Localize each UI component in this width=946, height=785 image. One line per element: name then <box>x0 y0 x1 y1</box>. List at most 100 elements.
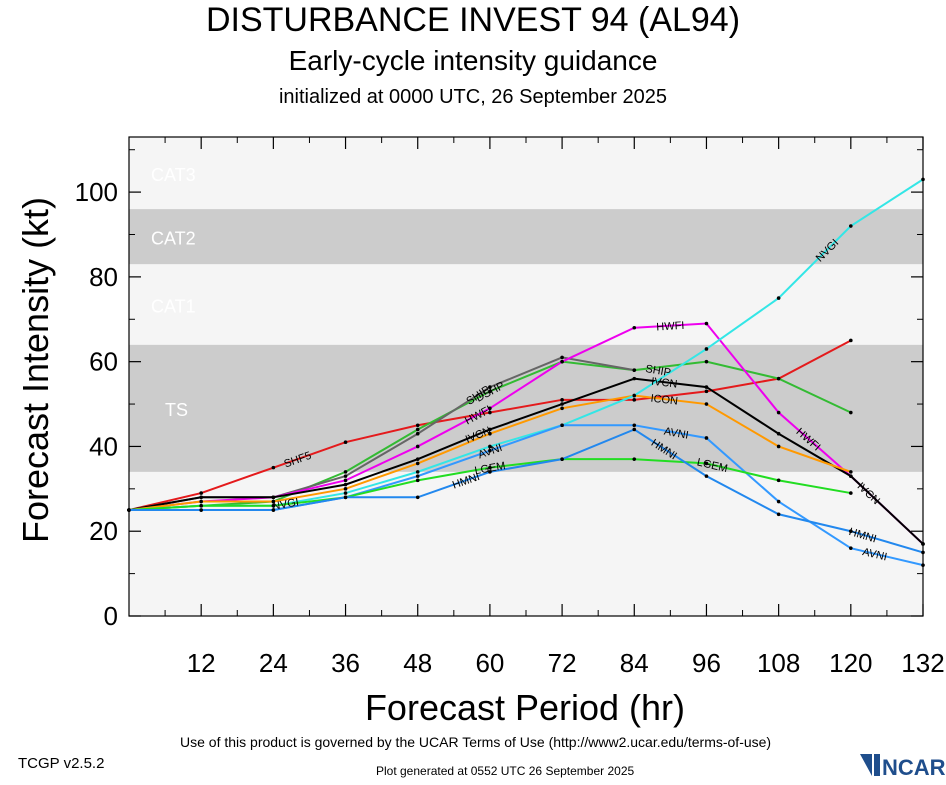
series-point-lgem <box>704 461 709 466</box>
series-point-avni <box>488 448 492 453</box>
x-tick-label: 108 <box>757 648 800 678</box>
series-point-ivcn <box>849 474 853 478</box>
series-point-ship <box>632 368 637 372</box>
series-point-shf5 <box>849 338 853 343</box>
series-point-ivcn <box>488 427 492 432</box>
series-label-ivcn: IVCN <box>650 376 678 391</box>
band-cat3 <box>129 137 923 210</box>
series-point-lgem <box>415 478 420 483</box>
x-tick-label: 60 <box>475 648 504 678</box>
x-tick-label: 84 <box>620 648 649 678</box>
series-point-shf5 <box>632 398 637 402</box>
series-point-lgem <box>199 503 203 508</box>
x-tick-label: 96 <box>692 648 721 678</box>
series-point-avni <box>849 546 853 550</box>
series-point-ivcn <box>415 457 420 461</box>
y-tick-label: 40 <box>89 431 118 461</box>
series-point-dshp <box>343 470 348 474</box>
series-line-ivcn <box>128 377 924 545</box>
terms-of-use: Use of this product is governed by the U… <box>180 734 772 750</box>
y-tick-label: 60 <box>89 347 118 377</box>
series-point-hwfi <box>560 359 564 364</box>
series-label-icon: ICON <box>650 393 679 408</box>
series-point-nvgi <box>632 393 637 398</box>
ncar-logo-text: NCAR <box>882 755 946 780</box>
chart-title: DISTURBANCE INVEST 94 (AL94) <box>205 1 741 39</box>
series-point-nvgi <box>415 470 420 474</box>
series-point-ivcn <box>921 542 925 546</box>
series-point-avni <box>704 436 709 440</box>
series-point-nvgi <box>488 444 492 449</box>
y-tick-label: 0 <box>104 601 118 631</box>
series-point-shf5 <box>415 423 420 428</box>
series-point-lgem <box>849 491 853 495</box>
band-label-cat1: CAT1 <box>151 296 196 316</box>
series-point-ivcn <box>704 385 709 389</box>
generated-time: Plot generated at 0552 UTC 26 September … <box>376 764 635 778</box>
series-point-ivcn <box>632 376 637 381</box>
band-label-cat3: CAT3 <box>151 165 196 185</box>
series-point-hmni <box>704 474 709 478</box>
series-point-hmni <box>271 508 276 512</box>
x-tick-label: 48 <box>403 648 432 678</box>
series-point-hmni <box>488 470 492 474</box>
x-axis-label: Forecast Period (hr) <box>365 687 685 728</box>
series-point-ivcn <box>343 482 348 487</box>
band-below-ts <box>129 471 923 616</box>
series-point-avni <box>921 563 925 567</box>
series-point-hmni <box>849 529 853 534</box>
init-time: initialized at 0000 UTC, 26 September 20… <box>278 86 667 108</box>
series-point-nvgi <box>343 491 348 495</box>
y-axis-label: Forecast Intensity (kt) <box>15 197 56 543</box>
series-point-ship <box>343 474 348 478</box>
series-point-hwfi <box>343 478 348 483</box>
series-point-hwfi <box>488 406 492 411</box>
series-point-hmni <box>921 550 925 555</box>
series-point-shf5 <box>271 465 276 470</box>
series-point-ship <box>415 431 420 436</box>
series-point-hwfi <box>415 444 420 449</box>
series-point-icon <box>271 499 276 504</box>
series-label-nvgi: NVGI <box>271 496 300 512</box>
series-point-dshp <box>415 427 420 432</box>
series-point-dshp <box>849 410 853 415</box>
series-point-hmni <box>415 495 420 500</box>
series-point-lgem <box>271 503 276 508</box>
series-point-icon <box>415 461 420 466</box>
series-point-dshp <box>776 376 781 381</box>
x-tick-label: 132 <box>901 648 944 678</box>
series-point-lgem <box>776 478 781 483</box>
series-point-nvgi <box>921 177 925 182</box>
series-label-hwfi: HWFI <box>656 320 685 334</box>
series-point-ivcn <box>199 495 203 500</box>
series-point-hwfi <box>704 321 709 326</box>
series-point-avni <box>776 499 781 504</box>
series-point-icon <box>488 431 492 436</box>
series-label-lgem: LGEM <box>474 460 507 477</box>
y-tick-label: 100 <box>75 177 118 207</box>
series-point-avni <box>415 474 420 478</box>
series-point-ship <box>560 355 564 360</box>
series-point-hmni <box>560 457 564 461</box>
series-point-icon <box>776 444 781 449</box>
series-point-shf5 <box>343 440 348 445</box>
series-lines <box>127 177 925 567</box>
series-point-nvgi <box>704 347 709 351</box>
series-point-hwfi <box>632 325 637 330</box>
x-tick-label: 12 <box>187 648 216 678</box>
series-point-icon <box>199 499 203 504</box>
series-point-icon <box>704 402 709 406</box>
series-point-hwfi <box>776 410 781 415</box>
series-point-lgem <box>488 465 492 470</box>
series-point-ship <box>488 385 492 389</box>
series-point-dshp <box>488 389 492 394</box>
series-point-nvgi <box>776 296 781 300</box>
series-label-avni: AVNI <box>861 546 888 563</box>
axes: 12 24 36 48 60 72 84 96 108 120 132 0 20 40 60 80 100 <box>75 136 945 678</box>
series-point-shf5 <box>488 410 492 415</box>
series-point-icon <box>560 406 564 411</box>
series-point-avni <box>560 423 564 428</box>
x-tick-label: 24 <box>259 648 288 678</box>
series-point-shf5 <box>704 389 709 394</box>
